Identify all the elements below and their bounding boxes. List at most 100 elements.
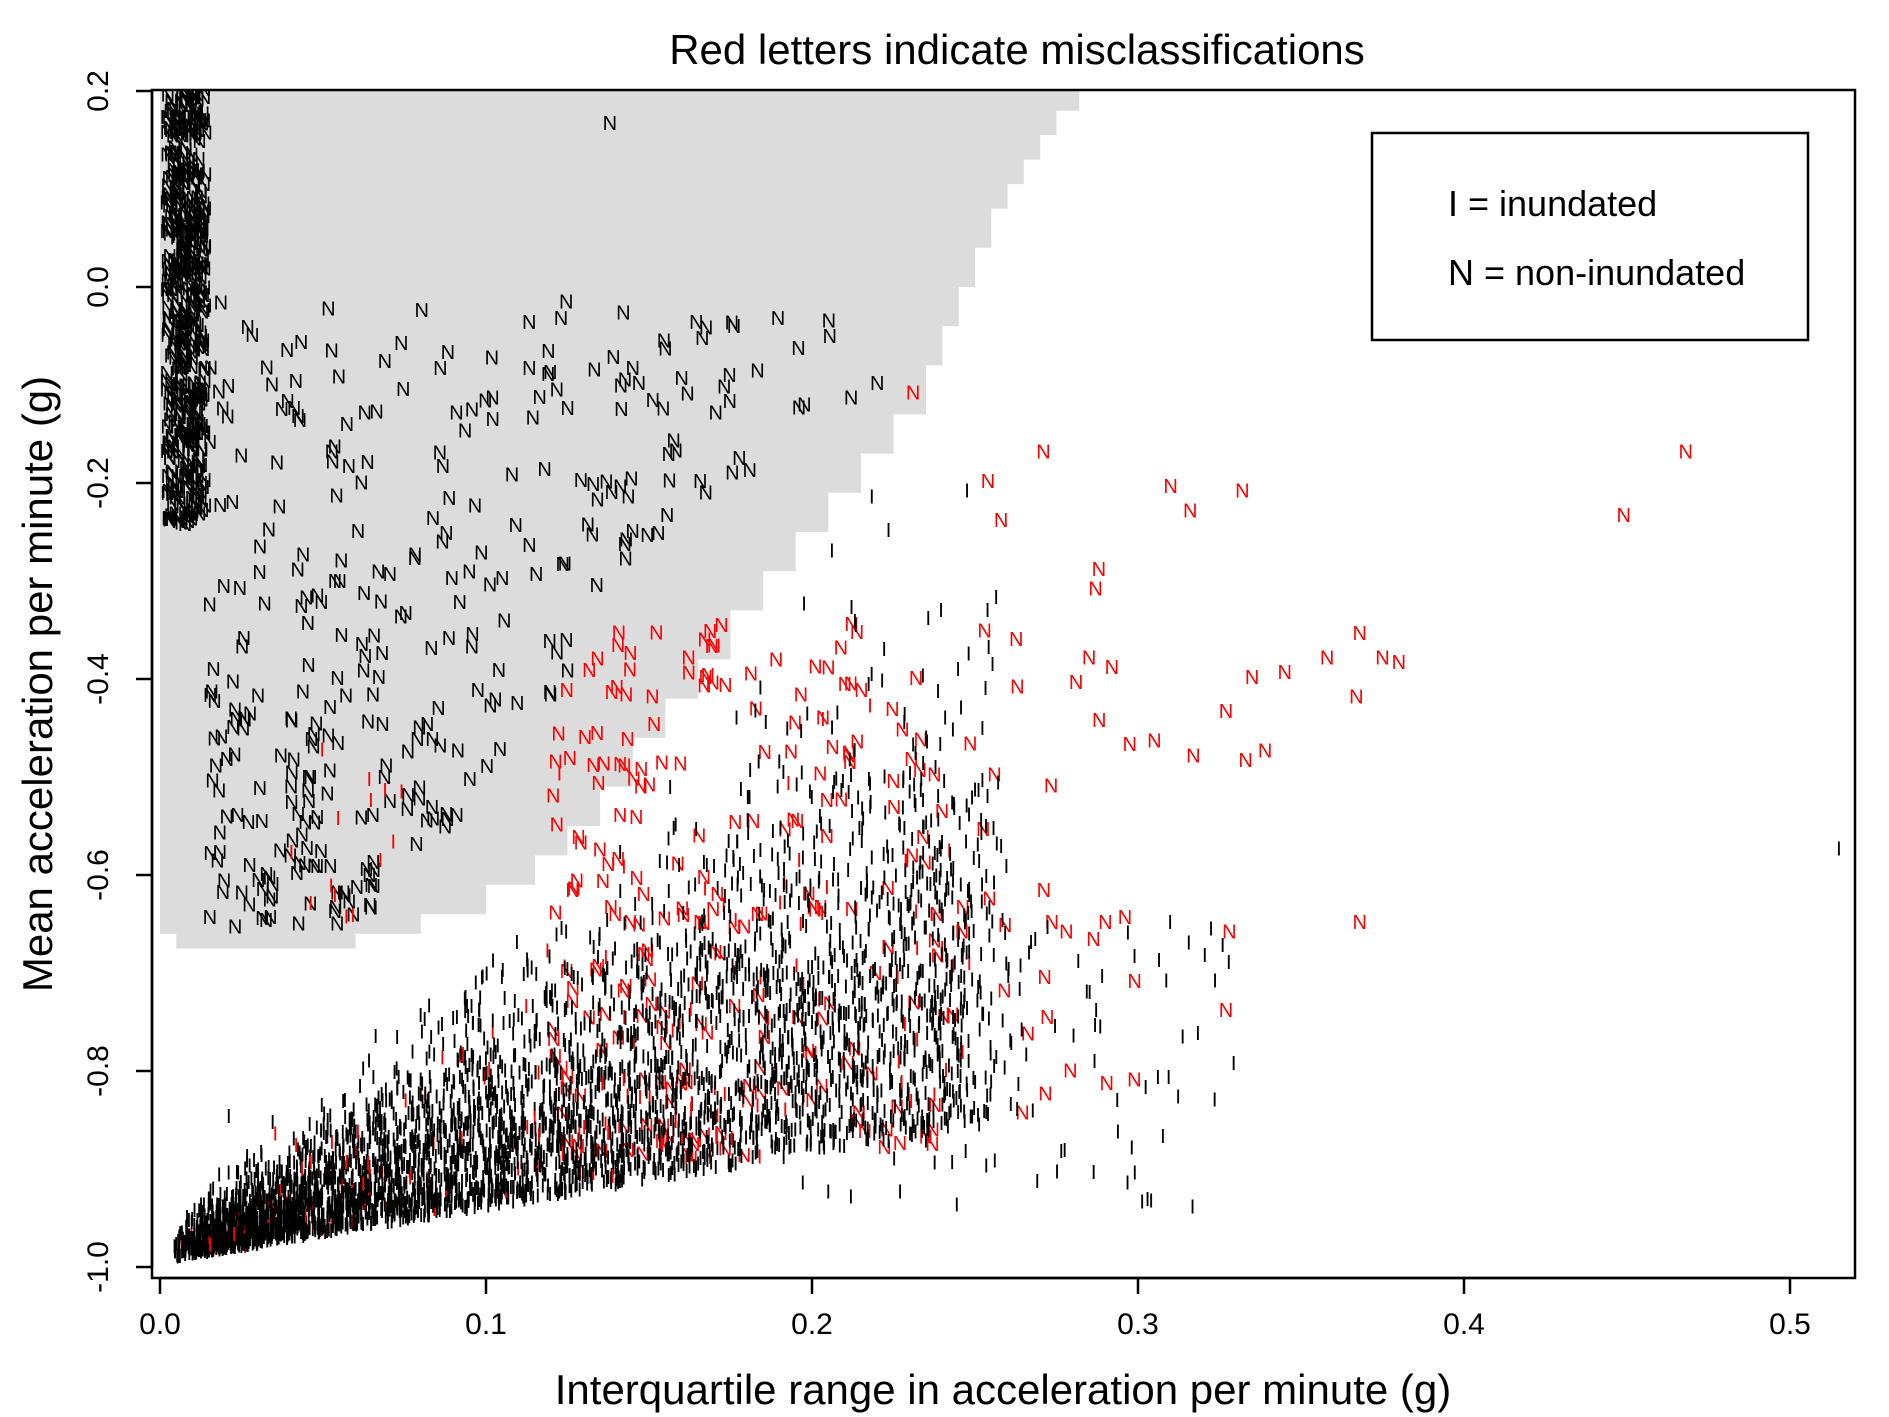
point-non-inundated: N [813,764,827,786]
point-inundated: I [881,639,887,661]
point-inundated: I [858,878,864,900]
point-inundated: I [846,782,852,804]
point-inundated: I [932,843,938,865]
point-inundated: I [697,987,703,1009]
point-inundated: I [641,1047,647,1069]
point-non-inundated: N [216,882,230,904]
point-inundated: I [428,1027,434,1049]
point-non-inundated: N [555,554,569,576]
point-inundated: I [555,1013,561,1035]
point-non-inundated: N [234,446,248,468]
point-inundated: I [748,874,754,896]
point-non-inundated: N [329,486,343,508]
point-inundated: I [564,998,570,1020]
point-non-inundated: N [440,809,454,831]
point-inundated: I [618,1022,624,1044]
point-non-inundated: N [1010,676,1024,698]
point-inundated: I [886,520,892,542]
point-inundated: I [728,1093,734,1115]
point-inundated: I [809,1083,815,1105]
point-non-inundated: N [649,622,663,644]
point-non-inundated: N [414,300,428,322]
point-non-inundated: N [179,349,193,371]
point-inundated: I [867,796,873,818]
point-inundated: I [989,989,995,1011]
point-inundated: I [704,1036,710,1058]
point-inundated: I [853,906,859,928]
point-inundated: I [463,1021,469,1043]
point-inundated: I [557,763,563,785]
point-non-inundated: N [590,649,604,671]
point-non-inundated: N [289,371,303,393]
point-non-inundated: N [202,594,216,616]
point-inundated: I [514,932,520,954]
point-non-inundated: N [825,737,839,759]
point-inundated: I [756,752,762,774]
point-inundated: I [835,703,841,725]
point-inundated: I [745,823,751,845]
point-inundated: I [399,782,405,804]
point-inundated: I [964,481,970,503]
point-inundated: I [936,810,942,832]
point-non-inundated: N [1037,880,1051,902]
point-non-inundated: N [1063,1061,1077,1083]
point-inundated: I [493,1091,499,1113]
point-non-inundated: N [226,671,240,693]
point-non-inundated: N [300,838,314,860]
point-inundated: I [681,903,687,925]
point-inundated: I [733,910,739,932]
point-non-inundated: N [170,389,184,411]
point-non-inundated: N [216,576,230,598]
point-non-inundated: N [587,360,601,382]
point-inundated: I [818,852,824,874]
point-inundated: I [938,600,944,622]
point-non-inundated: N [522,312,536,334]
point-inundated: I [1000,1010,1006,1032]
point-inundated: I [955,659,961,681]
point-inundated: I [946,878,952,900]
point-inundated: I [863,941,869,963]
point-inundated: I [796,893,802,915]
point-inundated: I [958,1039,964,1061]
point-non-inundated: N [192,131,206,153]
point-inundated: I [626,1092,632,1114]
point-non-inundated: N [181,254,195,276]
point-non-inundated: N [364,875,378,897]
point-inundated: I [443,1120,449,1142]
point-inundated: I [827,816,833,838]
point-non-inundated: N [284,711,298,733]
point-inundated: I [344,906,350,928]
point-non-inundated: N [821,657,835,679]
point-inundated: I [829,540,835,562]
point-non-inundated: N [543,682,557,704]
point-non-inundated: N [210,851,224,873]
point-inundated: I [620,1057,626,1079]
point-inundated: I [611,994,617,1016]
point-non-inundated: N [718,675,732,697]
point-inundated: I [984,866,990,888]
point-inundated: I [934,865,940,887]
point-non-inundated: N [725,462,739,484]
point-inundated: I [412,1147,418,1169]
point-inundated: I [866,919,872,941]
point-inundated: I [783,1100,789,1122]
point-inundated: I [372,1158,378,1180]
point-inundated: I [785,718,791,740]
point-inundated: I [457,1137,463,1159]
point-inundated: I [869,888,875,910]
point-inundated: I [911,857,917,879]
point-inundated: I [491,1035,497,1057]
point-inundated: I [520,1115,526,1137]
point-inundated: I [588,1007,594,1029]
point-inundated: I [535,1186,541,1208]
point-inundated: I [879,883,885,905]
point-inundated: I [923,812,929,834]
point-inundated: I [410,1093,416,1115]
point-inundated: I [901,838,907,860]
point-inundated: I [897,815,903,837]
point-inundated: I [798,721,804,743]
point-inundated: I [985,600,991,622]
point-inundated: I [638,912,644,934]
point-inundated: I [688,999,694,1021]
point-non-inundated: N [673,753,687,775]
